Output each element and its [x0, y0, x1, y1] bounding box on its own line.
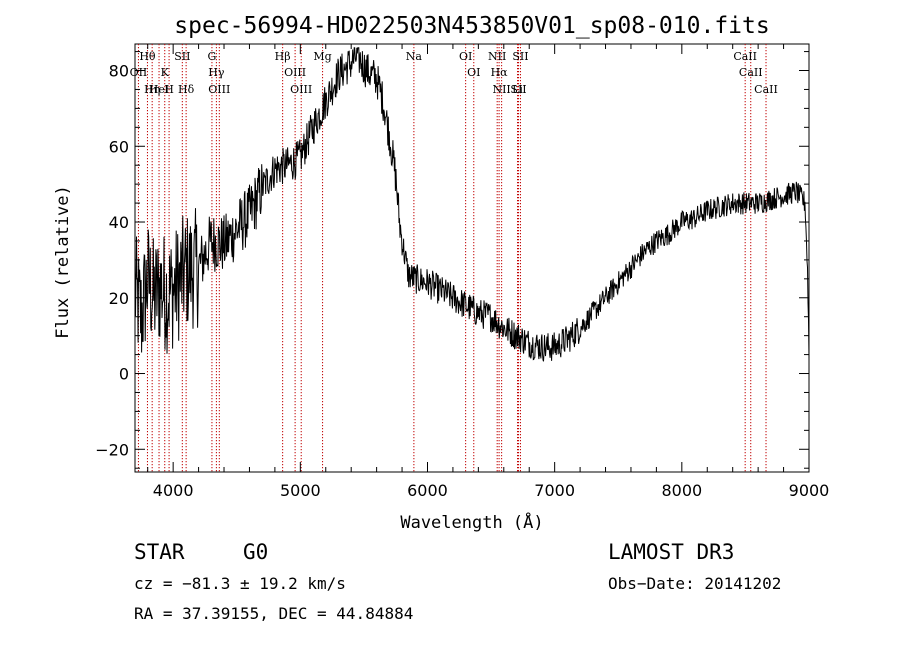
- spectral-line-label: OIII: [284, 66, 306, 79]
- spectral-line-label: K: [161, 66, 170, 79]
- x-axis-ticks: 4000 5000 6000 7000 8000 9000: [147, 44, 830, 500]
- object-subclass: G0: [243, 540, 269, 564]
- spectral-line-label: SII: [174, 50, 190, 63]
- spectral-line-label: Na: [406, 50, 423, 63]
- redshift-cz: cz = −81.3 ± 19.2 km/s: [134, 574, 346, 593]
- spectral-line-label: HeI: [149, 83, 169, 96]
- x-tick-label: 8000: [661, 481, 702, 500]
- spectral-line-label: Hθ: [139, 50, 156, 63]
- spectral-line-label: CaII: [733, 50, 757, 63]
- y-tick-label: 80: [109, 62, 129, 81]
- spectral-line-label: Li: [512, 83, 523, 96]
- spectral-line-label: Hγ: [208, 66, 225, 79]
- x-axis-label: Wavelength (Å): [400, 511, 543, 533]
- spectral-line-label: OI: [459, 50, 472, 63]
- y-tick-label: 0: [119, 365, 129, 384]
- spectral-line-label: OI: [467, 66, 480, 79]
- flux-series-line: [134, 47, 810, 362]
- y-tick-label: 40: [109, 213, 129, 232]
- spectral-line-label: Hη: [144, 83, 160, 96]
- spectral-line-label: OIII: [208, 83, 230, 96]
- spectral-line-label: NII: [492, 83, 510, 96]
- y-axis-ticks: −20 0 20 40 60 80: [95, 51, 809, 469]
- spectral-line-label: SII: [510, 83, 526, 96]
- y-tick-label: 60: [109, 137, 129, 156]
- spectral-line-label: OIII: [290, 83, 312, 96]
- y-axis-label: Flux (relative): [53, 185, 73, 339]
- x-tick-label: 5000: [280, 481, 321, 500]
- object-class: STAR: [134, 540, 185, 564]
- survey-name: LAMOST DR3: [608, 540, 735, 564]
- x-tick-label: 4000: [153, 481, 194, 500]
- y-tick-label: 20: [109, 289, 129, 308]
- x-tick-label: 6000: [407, 481, 448, 500]
- x-tick-label: 9000: [789, 481, 830, 500]
- observation-date: Obs−Date: 20141202: [608, 574, 782, 593]
- coordinates: RA = 37.39155, DEC = 44.84884: [134, 604, 414, 623]
- y-tick-label: −20: [95, 440, 129, 459]
- spectral-line-label: Hα: [491, 66, 509, 79]
- spectral-line-label: CaII: [739, 66, 763, 79]
- spectral-line-label: Hδ: [178, 83, 195, 96]
- spectral-line-label: CaII: [754, 83, 778, 96]
- x-tick-label: 7000: [534, 481, 575, 500]
- chart-title: spec-56994-HD022503N453850V01_sp08-010.f…: [174, 13, 769, 39]
- spectral-line-label: Mg: [313, 50, 331, 63]
- spectral-line-label: H: [164, 83, 174, 96]
- spectral-line-label: NII: [488, 50, 506, 63]
- spectral-line-label: G: [208, 50, 217, 63]
- plot-frame: [134, 43, 810, 473]
- spectral-line-markers: [137, 44, 767, 472]
- spectral-line-label: Hβ: [275, 50, 291, 63]
- spectral-line-label: OII: [130, 66, 148, 79]
- spectral-line-label: SII: [512, 50, 528, 63]
